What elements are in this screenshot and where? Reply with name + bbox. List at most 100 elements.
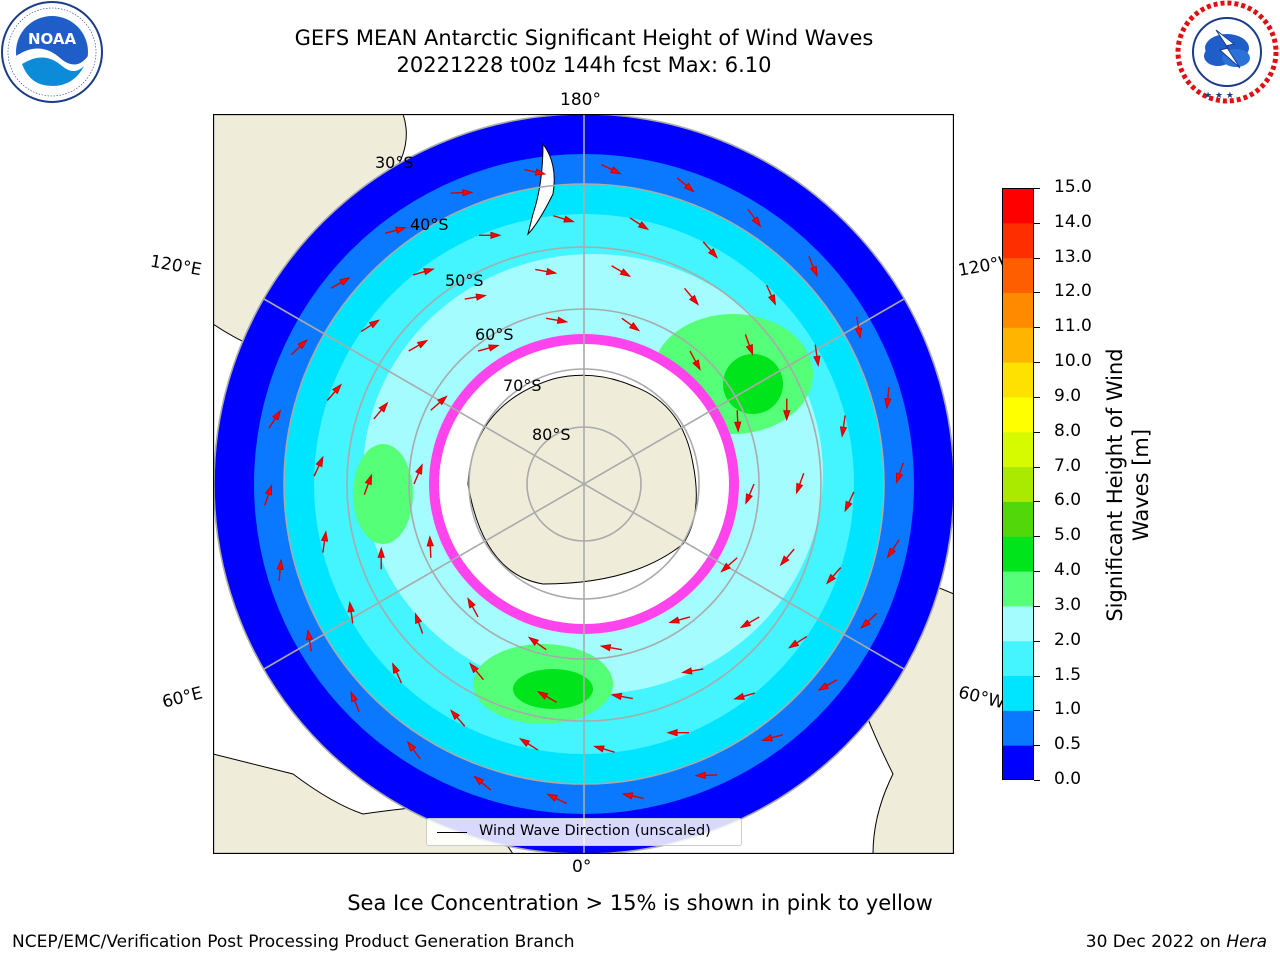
colorbar-label: Significant Height of Wind Waves [m] <box>1103 348 1153 622</box>
legend-label: Wind Wave Direction (unscaled) <box>479 823 711 839</box>
nws-logo: ★ ★ ★ <box>1175 0 1279 104</box>
colorbar-cell <box>1002 188 1034 224</box>
colorbar-tick-mark <box>1034 222 1040 224</box>
wind-arrow-head <box>556 316 569 324</box>
wind-arrow-head <box>415 463 423 475</box>
wind-arrow-head <box>272 409 282 421</box>
colorbar-tick-label: 15.0 <box>1054 177 1092 197</box>
wind-arrow-head <box>783 410 791 422</box>
wind-arrow-head <box>751 216 762 228</box>
wind-arrow-head <box>668 616 680 624</box>
wind-arrow-head <box>619 268 632 278</box>
wind-arrow-head <box>518 737 531 747</box>
wind-arrow-head <box>468 662 479 674</box>
colorbar-tick-mark <box>1034 327 1040 329</box>
wind-arrow-head <box>666 729 678 737</box>
wind-arrow-head <box>305 628 314 641</box>
wind-arrow-head <box>546 793 558 802</box>
map-legend: Wind Wave Direction (unscaled) <box>426 818 742 846</box>
footer-credit: NCEP/EMC/Verification Post Processing Pr… <box>12 932 575 952</box>
lat-label-70s: 70°S <box>503 376 542 395</box>
wind-arrow-head <box>276 558 284 570</box>
colorbar <box>1002 188 1034 780</box>
wind-arrow-head <box>694 771 706 780</box>
wind-arrow-head <box>680 667 693 675</box>
wind-arrow-head <box>378 401 389 413</box>
wind-arrow-head <box>475 293 488 301</box>
colorbar-cell <box>1002 501 1034 537</box>
colorbar-cell <box>1002 640 1034 677</box>
wind-arrow-head <box>610 166 622 175</box>
wind-arrow-head <box>739 619 752 629</box>
wind-arrow-head <box>416 339 429 349</box>
colorbar-tick-label: 10.0 <box>1054 351 1092 372</box>
colorbar-tick-mark <box>1034 466 1040 468</box>
lon-label-60e: 60°E <box>160 683 205 713</box>
footer-host: Hera <box>1226 932 1267 952</box>
colorbar-tick-mark <box>1034 675 1040 677</box>
wind-arrow-head <box>628 321 641 332</box>
land-antarctica <box>467 374 697 585</box>
colorbar-tick-label: 1.5 <box>1054 664 1082 685</box>
noaa-logo-text: NOAA <box>28 30 77 48</box>
wind-arrow-head <box>527 636 540 647</box>
wind-arrow-head <box>264 483 273 496</box>
colorbar-cell <box>1002 222 1034 259</box>
wind-arrow-head <box>473 775 485 786</box>
colorbar-tick-mark <box>1034 640 1040 642</box>
wind-arrow-head <box>720 562 731 573</box>
wind-arrow-head <box>368 319 381 329</box>
colorbar-tick-label: 8.0 <box>1054 420 1082 441</box>
chart-subtitle: 20221228 t00z 144h fcst Max: 6.10 <box>396 53 772 77</box>
noaa-logo: NOAA <box>1 1 103 103</box>
wind-arrow-head <box>536 690 549 700</box>
wind-arrow-head <box>331 383 343 395</box>
colorbar-cell <box>1002 431 1034 468</box>
wind-arrow-head <box>768 294 776 306</box>
wind-arrow-head <box>534 168 547 176</box>
wind-arrow-head <box>426 535 434 547</box>
wind-arrow-head <box>315 455 324 468</box>
colorbar-cell <box>1002 675 1034 711</box>
colorbar-cell <box>1002 257 1034 293</box>
colorbar-tick-label: 9.0 <box>1054 385 1082 406</box>
colorbar-tick-mark <box>1034 780 1040 781</box>
wind-arrow-head <box>825 573 837 585</box>
lon-label-60w: 60°W <box>956 682 1007 714</box>
wind-arrow-head <box>406 740 417 752</box>
colorbar-tick-mark <box>1034 257 1040 259</box>
wind-arrow-head <box>761 734 773 742</box>
wind-arrow-head <box>339 277 351 286</box>
colorbar-tick-mark <box>1034 501 1040 503</box>
colorbar-tick-label: 12.0 <box>1054 281 1092 302</box>
colorbar-tick-label: 0.0 <box>1054 769 1082 789</box>
footer-date-text: 30 Dec 2022 on <box>1085 932 1221 952</box>
wind-arrow-head <box>884 398 892 410</box>
colorbar-tick-label: 0.5 <box>1054 734 1082 755</box>
colorbar-tick-label: 1.0 <box>1054 699 1082 720</box>
colorbar-tick-label: 11.0 <box>1054 316 1092 337</box>
wind-arrow-head <box>395 226 407 234</box>
colorbar-tick-label: 14.0 <box>1054 211 1092 232</box>
lat-label-80s: 80°S <box>532 425 571 444</box>
wind-arrow-head <box>610 692 623 701</box>
lon-label-0: 0° <box>572 857 592 877</box>
colorbar-tick-label: 7.0 <box>1054 455 1082 476</box>
colorbar-cell <box>1002 571 1034 607</box>
colorbar-tick-mark <box>1034 536 1040 538</box>
wind-arrow-head <box>392 662 400 674</box>
wind-arrow-head <box>787 639 800 649</box>
wind-arrow-head <box>450 709 461 720</box>
wind-arrow-head <box>683 182 695 193</box>
wind-arrow-head <box>437 395 448 406</box>
wind-arrow-head <box>364 473 373 486</box>
colorbar-tick-mark <box>1034 605 1040 607</box>
wind-arrow-head <box>637 221 650 231</box>
lat-label-60s: 60°S <box>475 325 514 344</box>
wind-arrow-head <box>621 792 634 800</box>
colorbar-tick-label: 3.0 <box>1054 594 1082 615</box>
wind-arrow-head <box>779 555 790 567</box>
colorbar-tick-mark <box>1034 745 1040 747</box>
land-new-zealand <box>527 142 555 236</box>
wind-arrow-head <box>813 355 821 367</box>
